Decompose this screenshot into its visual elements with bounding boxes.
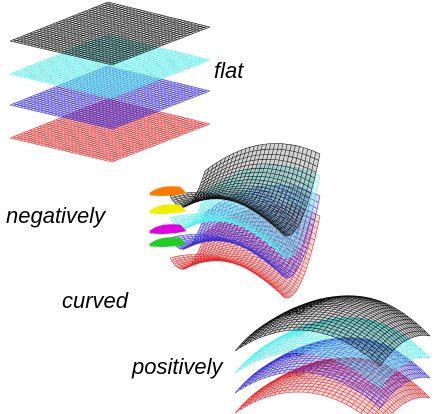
negatively-label: negatively xyxy=(6,203,106,228)
flat-black-layer-mesh xyxy=(9,1,211,66)
curved-label: curved xyxy=(62,288,129,313)
dome-cyan-layer-fill xyxy=(235,317,430,388)
flat-stack xyxy=(9,1,211,163)
dome-blue-layer-fill xyxy=(235,337,430,408)
saddle-cyan-layer-mesh xyxy=(169,165,321,259)
dome-black-layer-fill xyxy=(235,295,430,366)
positively-label: positively xyxy=(132,354,223,379)
saddle-cyan-layer xyxy=(169,165,321,259)
green-tip xyxy=(149,237,187,247)
magenta-tip xyxy=(149,224,187,234)
flat-red-layer-mesh xyxy=(9,98,211,163)
saddle-black-layer-mesh xyxy=(169,143,321,237)
flat-black-layer xyxy=(9,1,211,66)
yellow-tip xyxy=(149,204,187,214)
saddle-black-layer xyxy=(169,143,321,237)
flat-cyan-layer xyxy=(9,34,211,99)
positively-curved-stack xyxy=(234,295,431,414)
dome-black-layer xyxy=(234,295,431,367)
flat-red-layer xyxy=(9,98,211,163)
orange-tip xyxy=(149,186,187,196)
flat-cyan-layer-mesh xyxy=(9,34,211,99)
negatively-curved-stack xyxy=(149,143,321,299)
flat-label: flat xyxy=(214,58,244,83)
dome-black-layer-mesh xyxy=(234,295,431,367)
saddle-blue-layer xyxy=(169,185,321,279)
